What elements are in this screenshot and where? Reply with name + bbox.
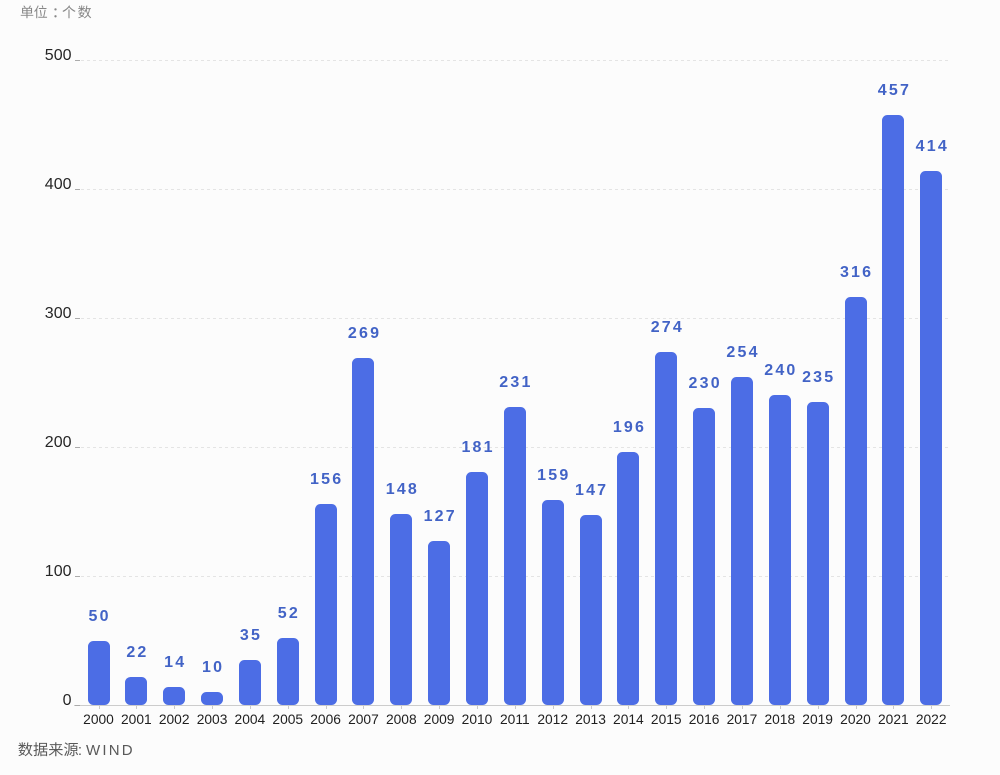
svg-text::: :: [78, 742, 82, 759]
svg-text:WIND: WIND: [86, 742, 135, 759]
